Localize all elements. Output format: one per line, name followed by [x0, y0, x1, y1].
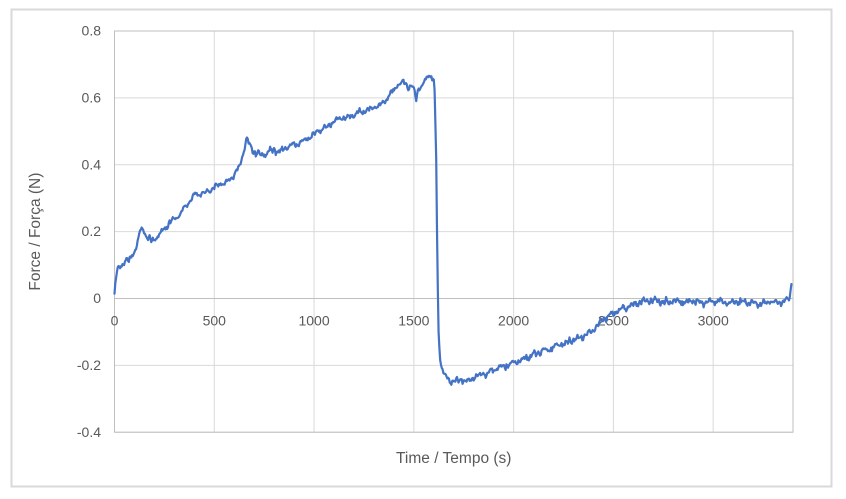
y-axis-tick-labels: 0.8 0.6 0.4 0.2 0 -0.2 -0.4	[77, 23, 101, 440]
force-series-line	[113, 74, 793, 386]
x-tick-label: 500	[203, 312, 227, 328]
x-tick-label: 0	[111, 312, 119, 328]
chart-frame-border	[10, 8, 833, 488]
plot-area-border	[114, 30, 794, 433]
x-tick-label: 2000	[498, 312, 529, 328]
x-tick-label: 3000	[698, 312, 729, 328]
x-tick-label: 1500	[398, 312, 429, 328]
x-tick-label: 2500	[598, 312, 629, 328]
y-tick-label: 0	[93, 290, 101, 306]
x-axis-tick-labels: 0 500 1000 1500 2000 2500 3000	[111, 312, 729, 328]
y-axis-title: Force / Força (N)	[27, 173, 44, 291]
y-tick-label: 0.2	[82, 223, 102, 239]
y-tick-label: -0.4	[77, 424, 101, 440]
y-tick-label: 0.4	[82, 156, 102, 172]
y-tick-label: 0.6	[82, 89, 102, 105]
x-tick-label: 1000	[298, 312, 329, 328]
y-tick-label: 0.8	[82, 23, 102, 39]
y-tick-label: -0.2	[77, 357, 101, 373]
x-axis-title: Time / Tempo (s)	[396, 450, 511, 467]
